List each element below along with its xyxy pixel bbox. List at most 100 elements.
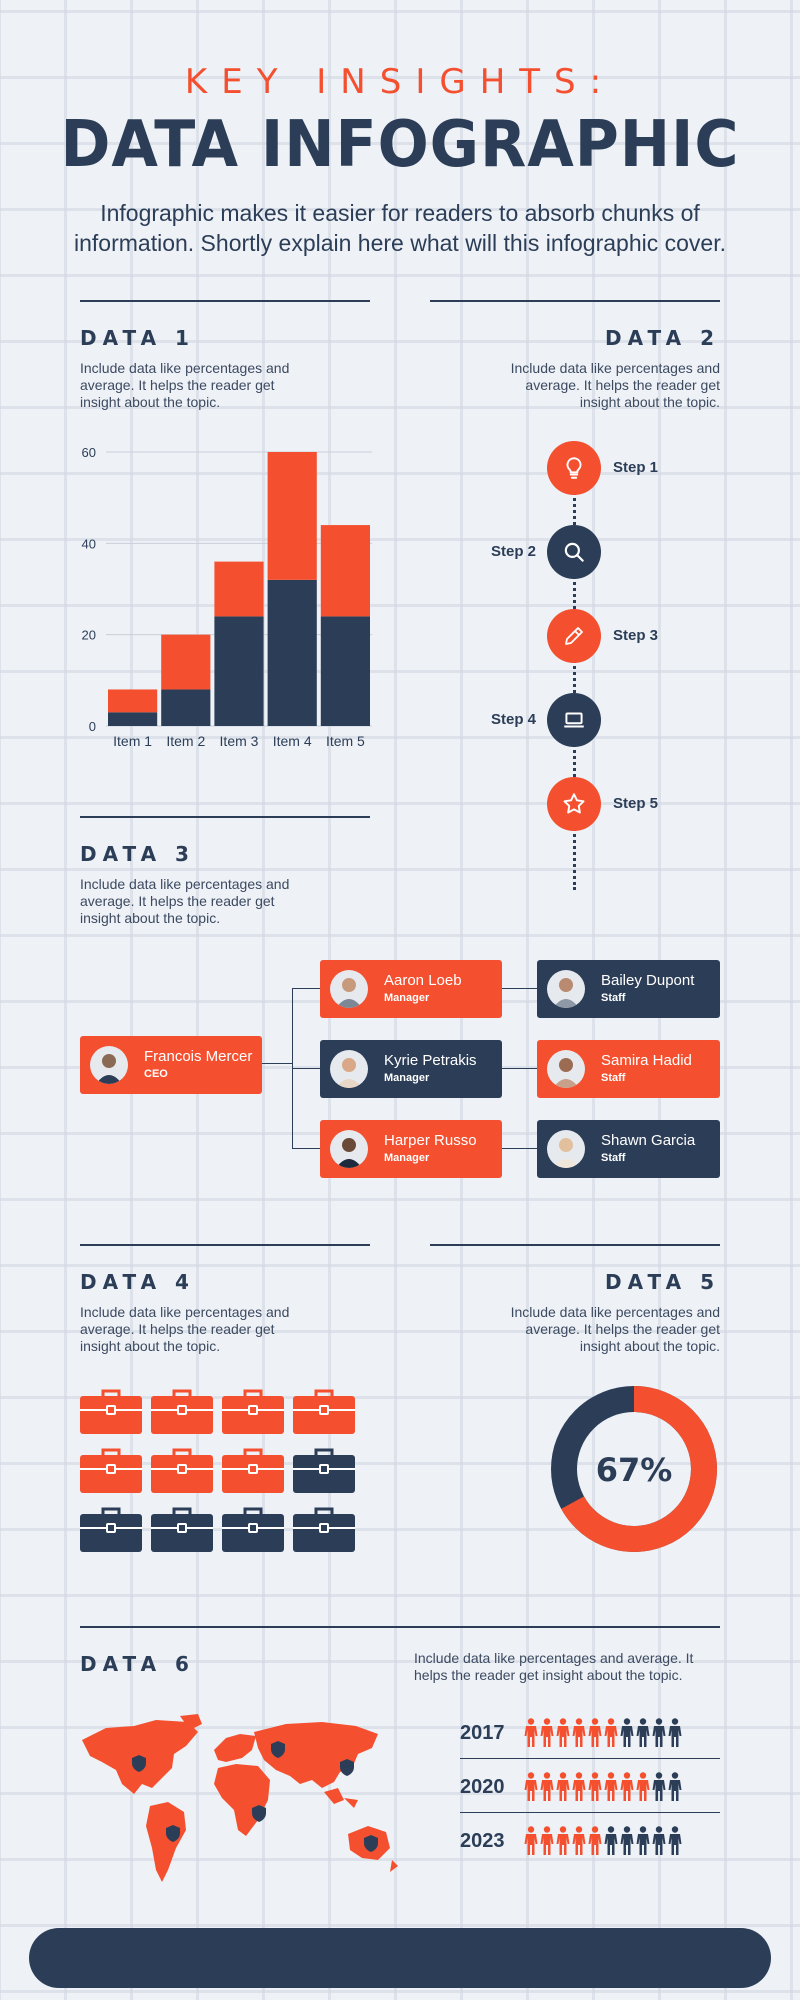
briefcase-icon [151, 1388, 213, 1434]
x-tick-label: Item 4 [273, 733, 312, 749]
data5-desc: Include data like percentages and averag… [510, 1304, 720, 1354]
donut-label: 67% [596, 1451, 673, 1489]
person-icon [620, 1718, 634, 1747]
person-icon [540, 1718, 554, 1747]
org-card-staff: Samira Hadid Staff [537, 1040, 720, 1098]
stacked-bar-chart: 0 20 40 60 Item 1 Item 2 Item 3 Item 4 Item 5 [82, 445, 372, 749]
bar-segment [320, 616, 370, 726]
section-rule [80, 1626, 720, 1628]
person-icon [588, 1772, 602, 1801]
org-role: Staff [601, 992, 626, 1004]
data1-title: DATA 1 [80, 326, 195, 350]
year-label: 2023 [460, 1830, 505, 1852]
kicker-heading: KEY INSIGHTS: [184, 62, 616, 102]
org-name: Aaron Loeb [384, 972, 462, 989]
person-icon [572, 1826, 586, 1855]
org-role: Manager [384, 1072, 430, 1084]
step-label: Step 5 [613, 795, 659, 812]
section-rule [80, 300, 370, 302]
org-role: Manager [384, 1152, 430, 1164]
step-1-circle [547, 441, 601, 495]
y-tick-label: 40 [82, 536, 96, 551]
page-title: DATA INFOGRAPHIC [60, 108, 740, 182]
org-role: Staff [601, 1072, 626, 1084]
org-card-staff: Shawn Garcia Staff [537, 1120, 720, 1178]
avatar [547, 1050, 585, 1088]
briefcase-icon [222, 1388, 284, 1434]
person-icon [604, 1826, 618, 1855]
y-tick-label: 20 [82, 628, 96, 643]
star-icon [561, 791, 587, 817]
person-icon [636, 1826, 650, 1855]
person-icon [572, 1772, 586, 1801]
person-icon [604, 1718, 618, 1747]
briefcase-icon [80, 1447, 142, 1493]
data3-desc: Include data like percentages and averag… [80, 876, 290, 926]
person-icon [540, 1772, 554, 1801]
people-row [524, 1826, 682, 1856]
data1-desc: Include data like percentages and averag… [80, 360, 290, 410]
avatar [90, 1046, 128, 1084]
person-icon [556, 1718, 570, 1747]
step-4-circle [547, 693, 601, 747]
person-icon [668, 1826, 682, 1855]
briefcase-icon [80, 1506, 142, 1552]
year-label: 2020 [460, 1776, 505, 1798]
donut-chart: 67% [551, 1386, 717, 1552]
data5-title: DATA 5 [605, 1270, 720, 1294]
person-icon [540, 1826, 554, 1855]
org-name: Samira Hadid [601, 1052, 692, 1069]
org-name: Harper Russo [384, 1132, 477, 1149]
org-connector [502, 1148, 537, 1149]
row-divider [460, 1812, 720, 1813]
step-label: Step 3 [613, 627, 659, 644]
step-label: Step 4 [490, 711, 536, 728]
shield-icon [132, 1741, 378, 1852]
x-tick-label: Item 1 [113, 733, 152, 749]
org-card-staff: Bailey Dupont Staff [537, 960, 720, 1018]
lightbulb-icon [561, 455, 587, 481]
section-rule [80, 816, 370, 818]
person-icon [556, 1826, 570, 1855]
bar-segment [214, 616, 264, 726]
org-name: Shawn Garcia [601, 1132, 696, 1149]
org-connector [292, 988, 320, 989]
bar-segment [108, 712, 158, 726]
org-card-manager: Harper Russo Manager [320, 1120, 502, 1178]
steps-timeline [573, 445, 576, 890]
step-5-circle [547, 777, 601, 831]
person-icon [668, 1718, 682, 1747]
avatar [330, 1130, 368, 1168]
search-icon [561, 539, 587, 565]
org-role: Manager [384, 992, 430, 1004]
x-tick-label: Item 3 [220, 733, 259, 749]
person-icon [652, 1718, 666, 1747]
person-icon [524, 1772, 538, 1801]
person-icon [588, 1826, 602, 1855]
org-connector [502, 1068, 537, 1069]
bar-segment [108, 689, 158, 713]
data6-desc: Include data like percentages and averag… [414, 1650, 694, 1683]
year-label: 2017 [460, 1722, 505, 1744]
person-icon [620, 1772, 634, 1801]
people-row [524, 1718, 682, 1748]
x-tick-label: Item 5 [326, 733, 365, 749]
org-connector [292, 1148, 320, 1149]
y-tick-label: 0 [89, 719, 96, 734]
data6-title: DATA 6 [80, 1652, 195, 1676]
section-rule [430, 300, 720, 302]
briefcase-icon [293, 1388, 355, 1434]
avatar [330, 1050, 368, 1088]
footer-bar [29, 1928, 771, 1988]
person-icon [620, 1826, 634, 1855]
avatar [547, 970, 585, 1008]
step-label: Step 2 [490, 543, 536, 560]
bar-segment [267, 579, 317, 726]
org-card-manager: Kyrie Petrakis Manager [320, 1040, 502, 1098]
org-card-manager: Aaron Loeb Manager [320, 960, 502, 1018]
data3-title: DATA 3 [80, 842, 195, 866]
world-map-icon [82, 1714, 398, 1882]
person-icon [668, 1772, 682, 1801]
step-3-circle [547, 609, 601, 663]
data4-desc: Include data like percentages and averag… [80, 1304, 290, 1354]
